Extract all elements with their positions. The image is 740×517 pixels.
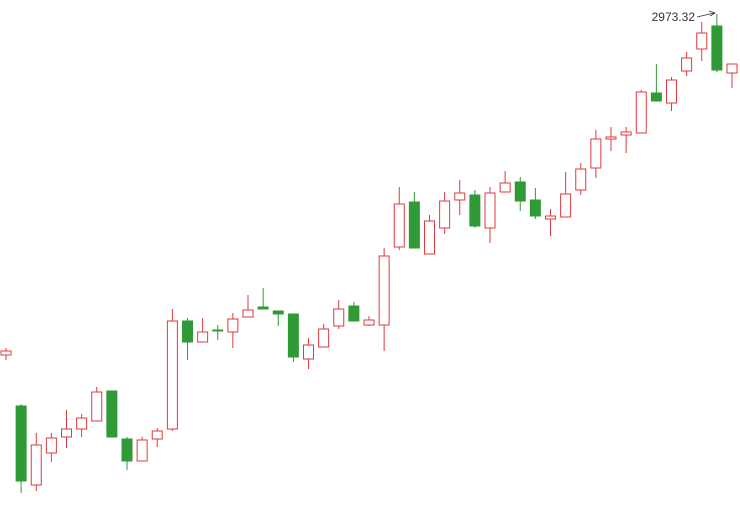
candle-body (151, 430, 163, 440)
candle-body (121, 438, 133, 462)
candle-body (439, 200, 451, 229)
candle-body (499, 182, 511, 193)
candle-body (76, 417, 88, 430)
candle-body (287, 313, 299, 358)
candle-body (469, 194, 481, 227)
candle-body (635, 91, 647, 134)
candle-body (363, 319, 375, 326)
high-annotation: 2973.32 (652, 10, 696, 24)
candle-body (242, 309, 254, 318)
candle-body (348, 305, 360, 322)
candle-body (393, 203, 405, 248)
candle-body (560, 193, 572, 218)
candle-body (666, 79, 677, 104)
candle-body (590, 138, 602, 169)
candle-body (61, 428, 72, 438)
candle-body (605, 136, 617, 140)
candle-body (106, 390, 118, 438)
candle-body (696, 32, 708, 50)
candle-body (197, 331, 209, 343)
candle-body (91, 391, 103, 422)
candle-body (136, 439, 148, 462)
candle-body (227, 318, 239, 333)
candle-body (650, 92, 662, 102)
candle-body (726, 63, 738, 74)
candle-body (575, 168, 587, 191)
annotation-arrow (696, 12, 715, 18)
candle-body (182, 320, 193, 343)
candle-body (545, 215, 556, 220)
candle-body (408, 201, 420, 249)
candle-body (257, 306, 269, 310)
candle-body (272, 310, 284, 315)
candle-body (378, 255, 390, 326)
candles (0, 14, 738, 493)
candle-body (484, 192, 496, 229)
candle-body (30, 444, 42, 486)
candle-body (620, 131, 632, 136)
candle-body (529, 199, 541, 217)
candle-body (45, 437, 57, 454)
candle-body (424, 220, 435, 255)
candle-body (711, 25, 723, 71)
candle-body (681, 57, 693, 72)
candle-body (333, 308, 345, 327)
candle-body (303, 344, 314, 360)
candle-body (454, 192, 466, 201)
candle-body (166, 320, 178, 430)
candle-body (0, 350, 12, 356)
candle-body (318, 328, 330, 348)
annotation-arrowhead (708, 10, 716, 17)
candle-body (212, 329, 224, 332)
candle-body (15, 405, 27, 482)
candle-body (514, 181, 526, 202)
